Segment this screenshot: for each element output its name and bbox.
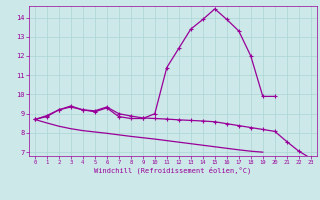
X-axis label: Windchill (Refroidissement éolien,°C): Windchill (Refroidissement éolien,°C) — [94, 167, 252, 174]
